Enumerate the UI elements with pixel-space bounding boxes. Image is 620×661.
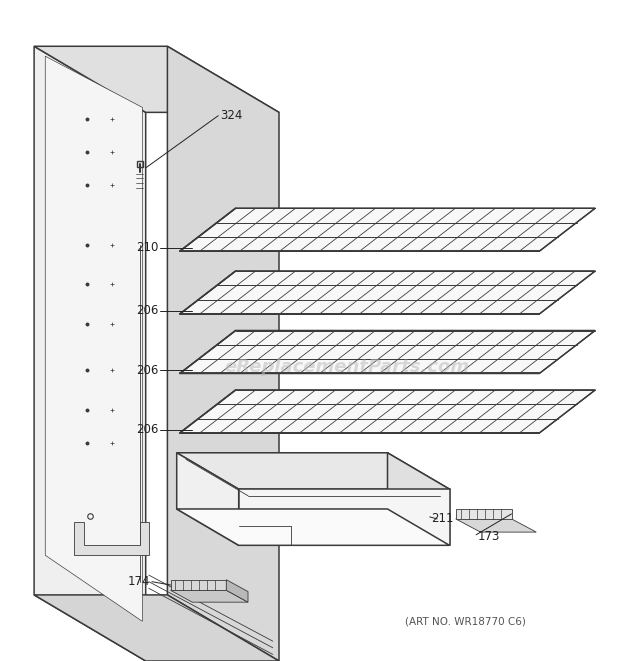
Polygon shape xyxy=(34,46,279,112)
Text: 173: 173 xyxy=(477,530,500,543)
Text: 174: 174 xyxy=(128,575,151,588)
Polygon shape xyxy=(74,522,149,555)
Polygon shape xyxy=(226,580,248,602)
Polygon shape xyxy=(456,509,512,519)
Text: 206: 206 xyxy=(136,423,158,436)
Polygon shape xyxy=(456,519,536,532)
Polygon shape xyxy=(388,453,450,545)
Text: 206: 206 xyxy=(136,364,158,377)
Polygon shape xyxy=(170,580,226,590)
Text: 210: 210 xyxy=(136,241,158,254)
Polygon shape xyxy=(180,271,595,314)
Text: 211: 211 xyxy=(431,512,453,525)
Polygon shape xyxy=(34,595,279,661)
Polygon shape xyxy=(180,208,595,251)
Polygon shape xyxy=(177,453,239,545)
Polygon shape xyxy=(177,509,450,545)
Text: eReplacementParts.com: eReplacementParts.com xyxy=(224,358,470,376)
Polygon shape xyxy=(239,489,450,545)
Polygon shape xyxy=(180,390,595,433)
Text: (ART NO. WR18770 C6): (ART NO. WR18770 C6) xyxy=(405,616,525,627)
Polygon shape xyxy=(177,453,388,509)
Polygon shape xyxy=(45,56,143,621)
Polygon shape xyxy=(167,46,279,661)
Text: 324: 324 xyxy=(220,109,242,122)
Polygon shape xyxy=(180,330,595,373)
Polygon shape xyxy=(177,453,450,489)
Polygon shape xyxy=(170,590,248,602)
Text: 206: 206 xyxy=(136,304,158,317)
Polygon shape xyxy=(34,46,146,661)
